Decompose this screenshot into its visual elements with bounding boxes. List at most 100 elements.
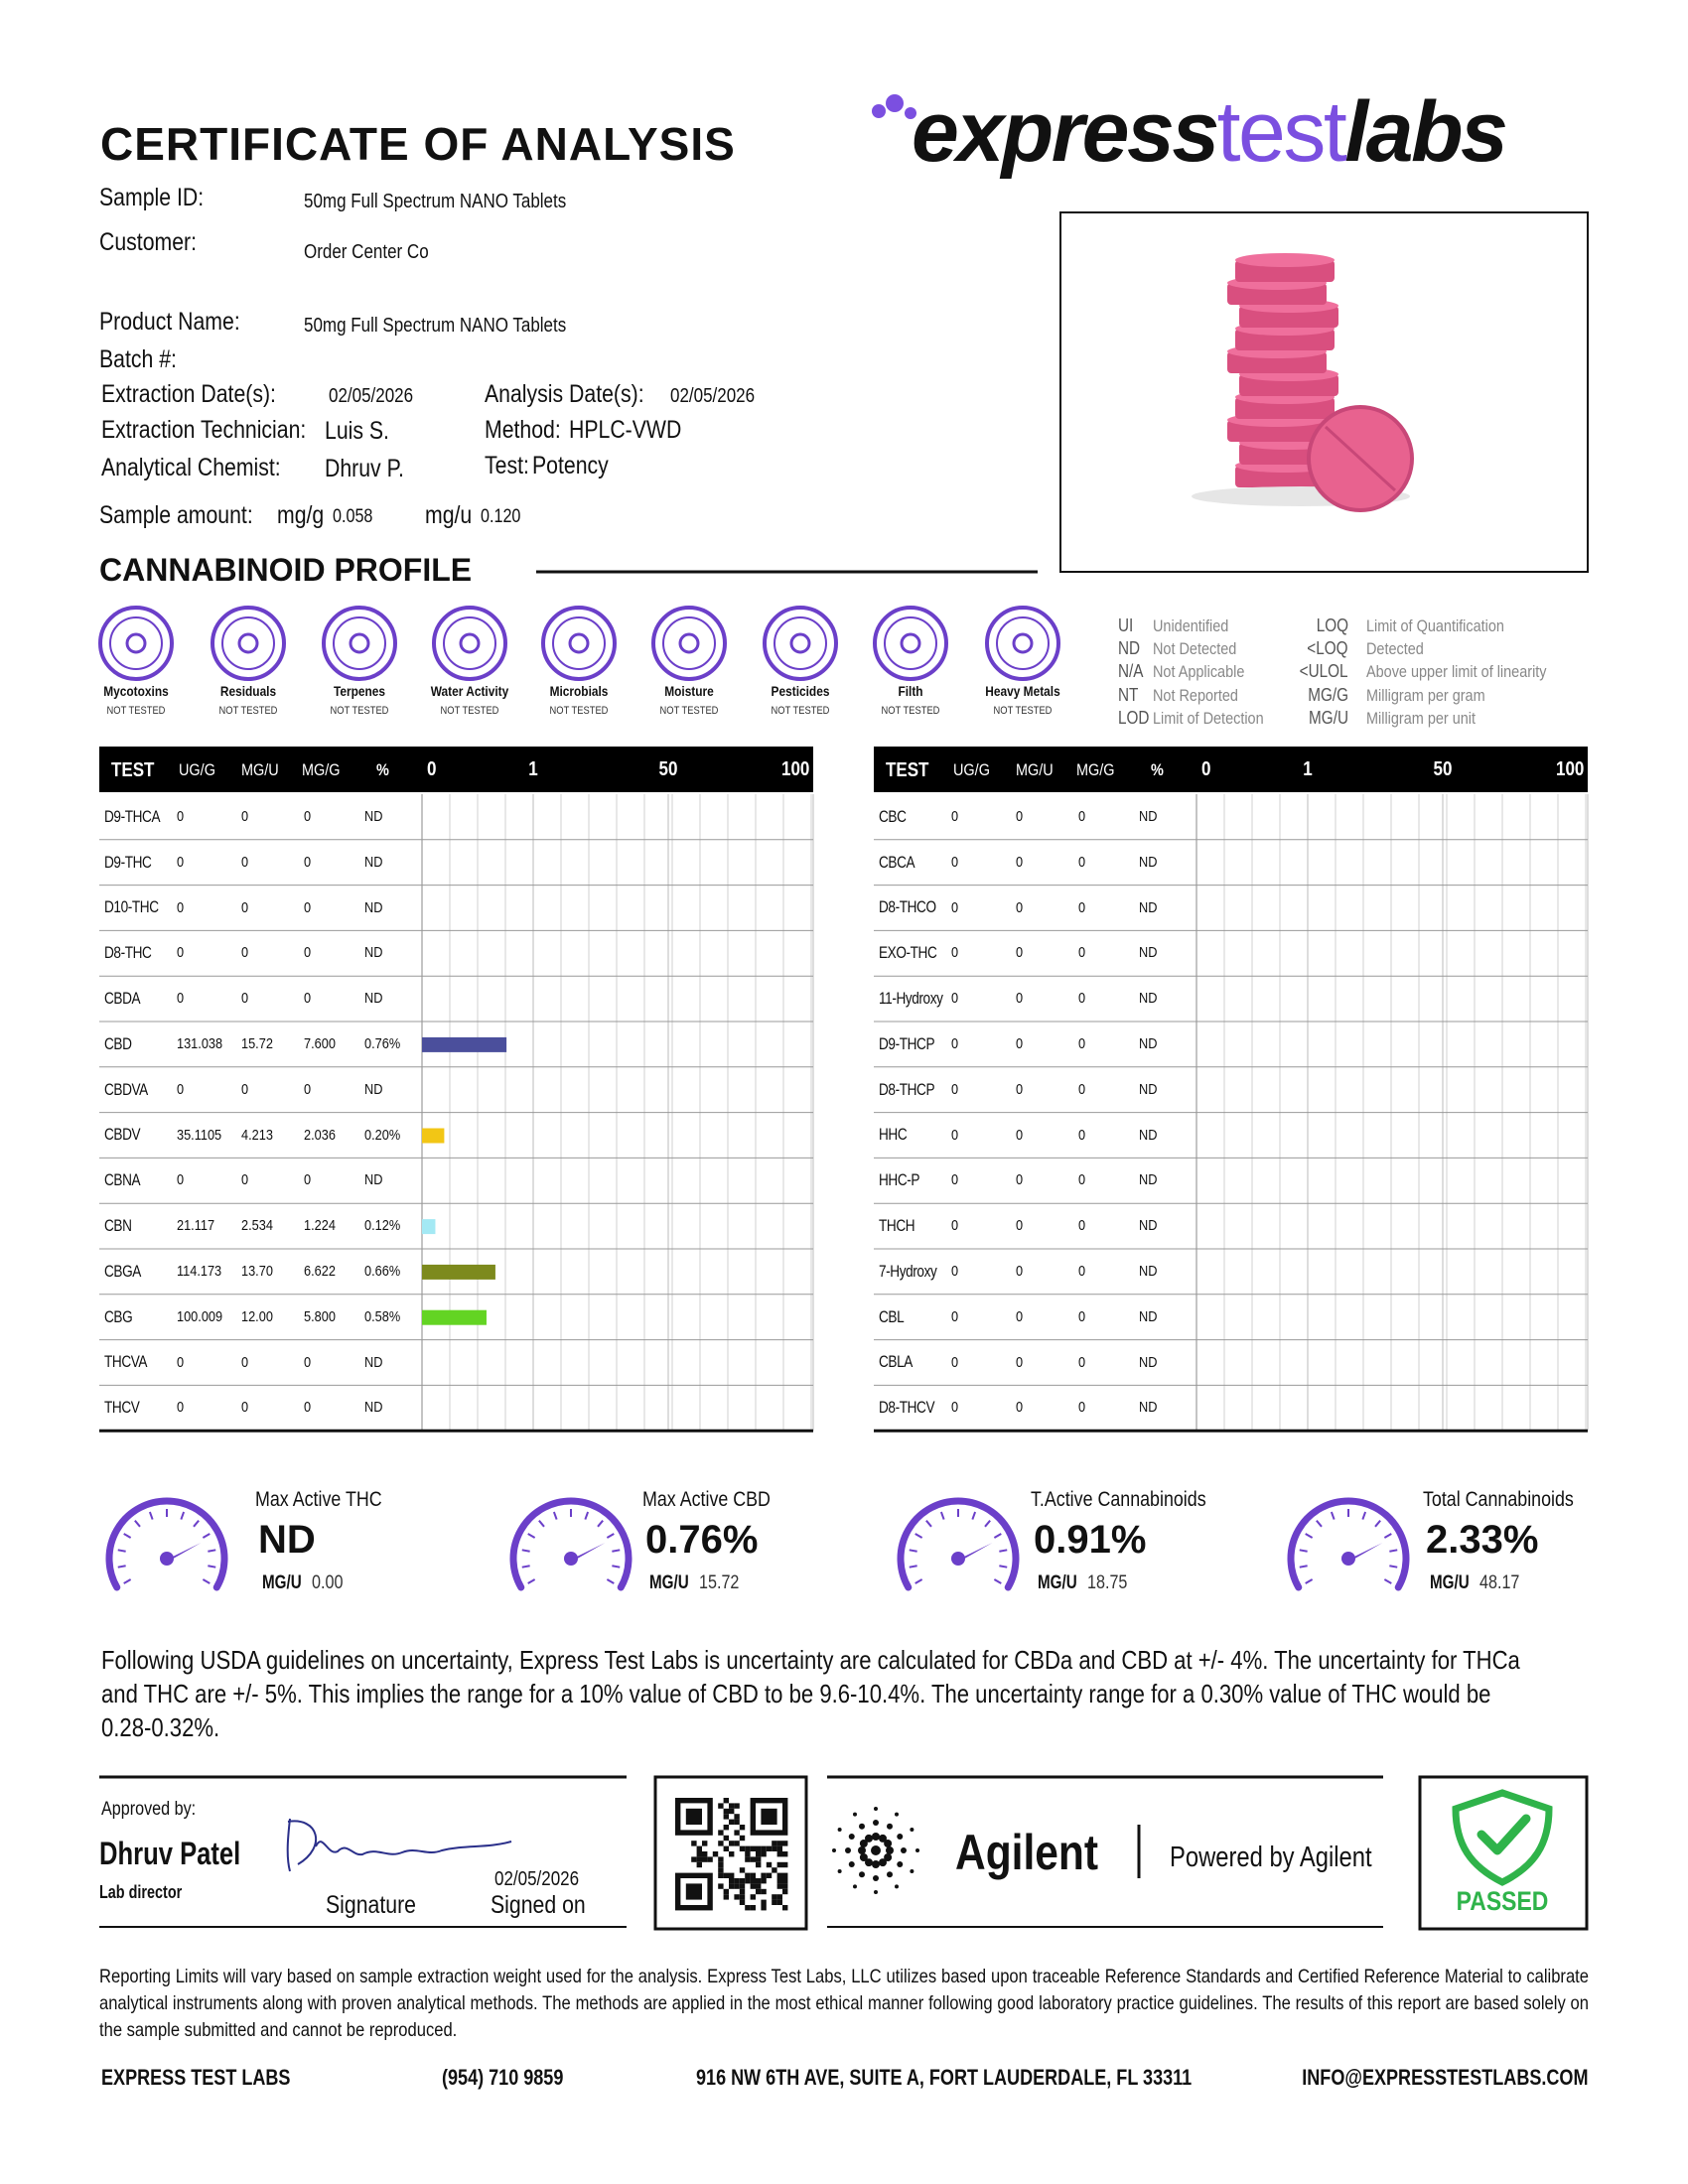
gauge-tick [971, 1511, 977, 1520]
test-icon-dot [789, 632, 811, 654]
agilent-spark [853, 1812, 857, 1817]
result-cell: 2.534 [241, 1217, 273, 1235]
gauge-tick [538, 1520, 545, 1528]
qr-module [776, 1861, 782, 1868]
column-header: UG/G [179, 759, 215, 779]
qr-module [756, 1845, 762, 1851]
qr-module [734, 1814, 740, 1820]
test-label: Mycotoxins [103, 682, 169, 699]
qr-module [734, 1883, 740, 1889]
result-cell: 0 [1078, 1307, 1086, 1325]
result-cell: 0 [177, 1399, 185, 1417]
agilent-spark [859, 1840, 868, 1847]
approver-role: Lab director [99, 1882, 183, 1903]
qr-module [718, 1803, 724, 1809]
result-cell: ND [1139, 1399, 1158, 1417]
qr-module [761, 1878, 767, 1884]
analyte-name: CBGA [104, 1261, 141, 1281]
result-cell: 0 [951, 1171, 959, 1189]
agilent-spark [865, 1858, 873, 1867]
field-label: Batch #: [99, 345, 177, 373]
result-cell: 0 [951, 1034, 959, 1052]
column-header: UG/G [953, 759, 990, 779]
qr-module [739, 1825, 746, 1831]
qr-module [739, 1883, 746, 1889]
result-cell: 0 [951, 807, 959, 825]
result-cell: 0 [177, 1353, 185, 1371]
legend-description: Limit of Quantification [1366, 615, 1504, 635]
result-bar [422, 1219, 436, 1235]
gauge-tick [1361, 1511, 1367, 1520]
qr-module [739, 1835, 746, 1842]
gauge-tick [925, 1520, 932, 1528]
qr-module [782, 1878, 788, 1884]
scale-tick-label: 100 [780, 758, 809, 780]
test-status: NOT TESTED [106, 705, 166, 718]
gauge-tick [612, 1565, 621, 1569]
legend-description: Unidentified [1153, 615, 1229, 635]
qr-module [696, 1861, 702, 1868]
test-status: NOT TESTED [440, 705, 499, 718]
qr-module [776, 1899, 782, 1905]
qr-module [734, 1894, 740, 1900]
result-cell: 0 [241, 1080, 249, 1098]
field-value: 50mg Full Spectrum NANO Tablets [304, 315, 567, 337]
agilent-tagline: Powered by Agilent [1170, 1841, 1372, 1873]
scale-tick-label: 50 [658, 758, 678, 780]
analyte-name: CBCA [879, 852, 915, 872]
result-cell: 0 [1016, 1080, 1024, 1098]
result-cell: 0 [1016, 1126, 1024, 1144]
qr-module [739, 1845, 746, 1851]
qr-finder [750, 1797, 788, 1836]
qr-module [691, 1841, 697, 1846]
column-header: TEST [886, 759, 929, 781]
test-icon-dot [459, 632, 481, 654]
field-value: 0.120 [481, 505, 521, 527]
result-cell: 0 [304, 1353, 312, 1371]
qr-module [745, 1851, 751, 1857]
result-cell: 0 [241, 1171, 249, 1189]
gauge-tick [1305, 1578, 1314, 1584]
result-bar [422, 1309, 487, 1325]
gauge-tick [148, 1511, 154, 1520]
qr-module [739, 1867, 746, 1873]
result-cell: 0 [177, 1171, 185, 1189]
agilent-spark [895, 1884, 899, 1889]
analyte-name: D8-THCV [879, 1398, 935, 1418]
qr-module [782, 1861, 788, 1868]
legend-abbrev: MG/G [1308, 685, 1348, 706]
column-header: % [376, 759, 389, 779]
test-icon-dot [237, 632, 259, 654]
result-cell: 0 [951, 1217, 959, 1235]
legend-abbrev: LOQ [1316, 615, 1348, 636]
signed-date: 02/05/2026 [494, 1868, 580, 1890]
result-cell: 0 [177, 853, 185, 871]
qr-module [718, 1872, 724, 1878]
analyte-name: 7-Hydroxy [879, 1261, 937, 1281]
analyte-name: CBDV [104, 1125, 141, 1145]
qr-module [696, 1851, 702, 1857]
gauge-tick [993, 1578, 1002, 1584]
table-header [99, 747, 813, 792]
agilent-spark [859, 1871, 865, 1878]
result-cell: ND [364, 944, 383, 962]
result-bar [422, 1264, 495, 1280]
result-cell: 0 [1016, 1034, 1024, 1052]
test-icon-inner [996, 616, 1050, 670]
tablet-score [1324, 425, 1397, 492]
gauge-arc [105, 1497, 228, 1591]
qr-module [745, 1872, 751, 1878]
agilent-spark [872, 1833, 880, 1841]
gauge-arc [509, 1497, 633, 1591]
qr-finder [675, 1797, 713, 1836]
result-cell: 100.009 [177, 1307, 223, 1325]
analyte-name: CBC [879, 806, 907, 826]
summary-value: 0.76% [645, 1518, 759, 1562]
summary-unit: MG/U [1038, 1571, 1077, 1593]
agilent-spark [910, 1828, 914, 1832]
analyte-name: CBDA [104, 988, 141, 1008]
result-cell: 1.224 [304, 1217, 336, 1235]
test-label: Pesticides [771, 682, 830, 699]
analyte-name: D10-THC [104, 897, 159, 917]
